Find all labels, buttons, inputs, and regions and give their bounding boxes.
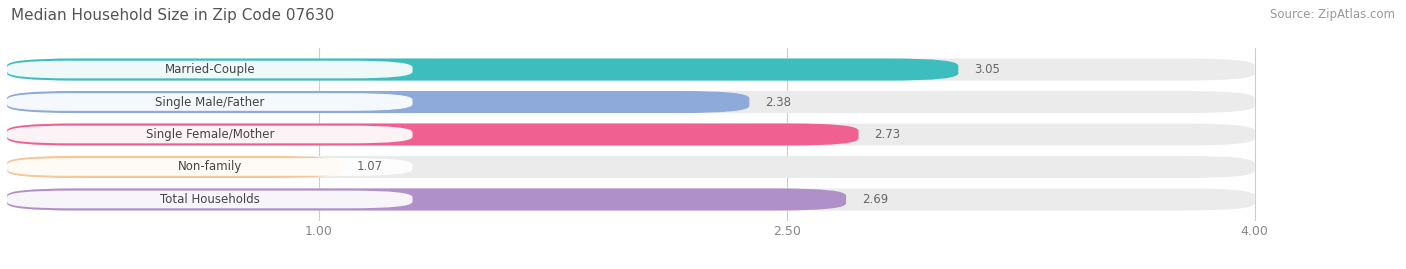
FancyBboxPatch shape bbox=[7, 58, 1254, 81]
Text: 2.73: 2.73 bbox=[875, 128, 900, 141]
Text: Median Household Size in Zip Code 07630: Median Household Size in Zip Code 07630 bbox=[11, 8, 335, 23]
Text: 2.69: 2.69 bbox=[862, 193, 889, 206]
FancyBboxPatch shape bbox=[7, 91, 749, 113]
FancyBboxPatch shape bbox=[7, 123, 859, 146]
FancyBboxPatch shape bbox=[7, 188, 846, 211]
FancyBboxPatch shape bbox=[7, 93, 412, 111]
FancyBboxPatch shape bbox=[7, 158, 412, 176]
FancyBboxPatch shape bbox=[7, 123, 1254, 146]
FancyBboxPatch shape bbox=[7, 156, 340, 178]
FancyBboxPatch shape bbox=[7, 188, 1254, 211]
Text: Total Households: Total Households bbox=[160, 193, 260, 206]
FancyBboxPatch shape bbox=[7, 126, 412, 143]
FancyBboxPatch shape bbox=[7, 91, 1254, 113]
Text: Single Female/Mother: Single Female/Mother bbox=[145, 128, 274, 141]
Text: Single Male/Father: Single Male/Father bbox=[155, 95, 264, 108]
FancyBboxPatch shape bbox=[7, 58, 959, 81]
Text: 2.38: 2.38 bbox=[765, 95, 792, 108]
Text: 3.05: 3.05 bbox=[974, 63, 1000, 76]
Text: Married-Couple: Married-Couple bbox=[165, 63, 254, 76]
Text: 1.07: 1.07 bbox=[356, 161, 382, 174]
FancyBboxPatch shape bbox=[7, 191, 412, 208]
Text: Non-family: Non-family bbox=[177, 161, 242, 174]
FancyBboxPatch shape bbox=[7, 156, 1254, 178]
Text: Source: ZipAtlas.com: Source: ZipAtlas.com bbox=[1270, 8, 1395, 21]
FancyBboxPatch shape bbox=[7, 61, 412, 78]
